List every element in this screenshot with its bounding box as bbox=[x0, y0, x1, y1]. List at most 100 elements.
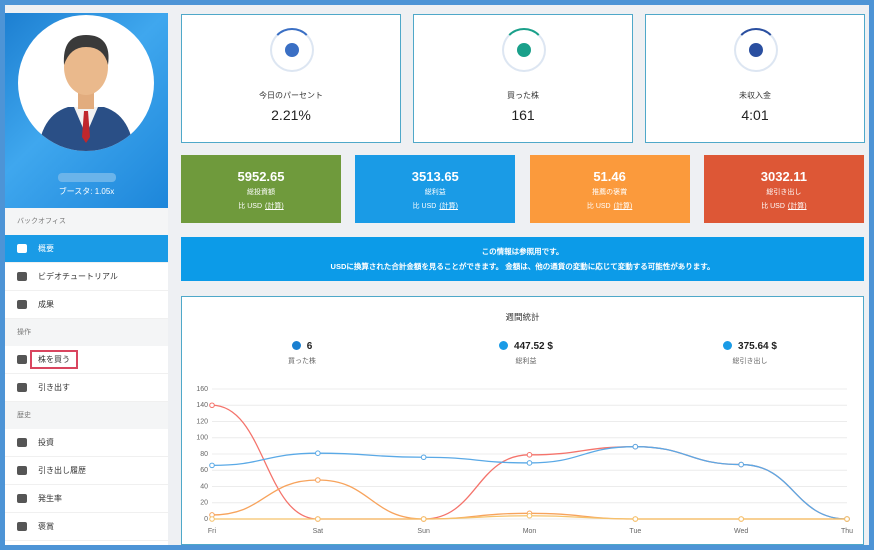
stat-card: 今日のパーセント 2.21% bbox=[181, 14, 401, 143]
stat-icon bbox=[270, 28, 314, 72]
app: ブースタ: 1.05x バックオフィス 概要 ビデオチュートリアル 成果 操作 株を買う引… bbox=[5, 5, 869, 545]
menu-icon bbox=[17, 522, 27, 531]
total-label: 推薦の褒賞 bbox=[592, 189, 628, 196]
total-link[interactable]: (計算) bbox=[787, 203, 807, 210]
menu-item[interactable]: 引き出し履歴 bbox=[5, 457, 168, 485]
menu-icon bbox=[17, 355, 27, 364]
summary-label: 総利益 bbox=[515, 358, 537, 365]
y-tick-label: 120 bbox=[196, 418, 208, 425]
y-tick-label: 40 bbox=[200, 483, 208, 490]
summary: 6 買った株 bbox=[242, 341, 362, 366]
point bbox=[526, 460, 533, 466]
total-card: 3032.11 総引き出し比 USD (計算) bbox=[703, 155, 864, 223]
menu-item[interactable]: 株を買う bbox=[5, 346, 168, 374]
x-tick-label: Wed bbox=[734, 528, 748, 535]
y-tick-label: 80 bbox=[200, 451, 208, 458]
summary-label: 総引き出し bbox=[732, 358, 768, 365]
point bbox=[738, 516, 744, 522]
menu-item[interactable]: 発生率 bbox=[5, 485, 168, 513]
total-link[interactable]: (計算) bbox=[265, 203, 284, 210]
notice-line: USDに換算された合計金額を見ることができます。 金額は、他の通貨の変動に応じて… bbox=[330, 262, 715, 271]
x-tick-label: Thu bbox=[841, 528, 853, 535]
total-card: 5952.65 総投資額比 USD (計算) bbox=[181, 155, 341, 223]
summary-value-row: 375.64 $ bbox=[690, 341, 810, 352]
menu-item[interactable]: 引き出す bbox=[5, 374, 168, 402]
summary-icon bbox=[723, 341, 733, 350]
menu-icon bbox=[17, 244, 27, 253]
total-label: 総利益 bbox=[424, 189, 446, 196]
total-value: 5952.65 bbox=[237, 169, 285, 184]
stat-icon-glyph bbox=[517, 43, 531, 57]
total-value: 3513.65 bbox=[411, 169, 459, 184]
avatar-image bbox=[38, 35, 134, 151]
point bbox=[209, 462, 215, 469]
point bbox=[738, 461, 744, 468]
menu-label: ビデオチュートリアル bbox=[38, 272, 118, 281]
summary: 447.52 $ 総利益 bbox=[466, 341, 586, 366]
menu-item[interactable]: 褒賞 bbox=[5, 513, 168, 541]
summary-value: 375.64 $ bbox=[738, 341, 777, 352]
summary-value: 447.52 $ bbox=[514, 341, 553, 352]
point bbox=[526, 512, 533, 519]
name-bar bbox=[58, 173, 116, 182]
menu-label: 株を買う bbox=[30, 350, 78, 369]
total-note-text: 比 USD bbox=[761, 203, 785, 210]
total-note: 比 USD (計算) bbox=[181, 201, 341, 211]
menu-section: 歴史 bbox=[5, 402, 168, 429]
stat-label: 買った株 bbox=[507, 91, 539, 100]
point bbox=[315, 450, 321, 456]
total-link[interactable]: (計算) bbox=[439, 203, 458, 210]
stat-label: 未収入金 bbox=[739, 91, 771, 100]
total-value: 3032.11 bbox=[760, 169, 808, 184]
x-tick-label: Sun bbox=[417, 528, 430, 535]
profile: ブースタ: 1.05x bbox=[5, 13, 168, 208]
summary: 375.64 $ 総引き出し bbox=[690, 341, 810, 366]
menu-label: 成果 bbox=[38, 300, 54, 309]
menu-icon bbox=[17, 383, 27, 392]
chart: 0 20 40 60 80 100 120 140 160 Fri Sat Sun Mon Tue Wed T… bbox=[196, 386, 853, 535]
avatar bbox=[18, 15, 154, 151]
menu-label: 投資 bbox=[38, 438, 54, 447]
summary-value-row: 447.52 $ bbox=[466, 341, 586, 352]
total-note: 比 USD (計算) bbox=[704, 201, 864, 211]
stat-icon bbox=[502, 28, 546, 72]
total-card: 51.46 推薦の褒賞比 USD (計算) bbox=[529, 155, 690, 223]
stat-value: 161 bbox=[511, 107, 535, 123]
point bbox=[315, 477, 321, 483]
stat-value: 2.21% bbox=[271, 107, 311, 123]
stat-value: 4:01 bbox=[741, 107, 769, 123]
point bbox=[632, 443, 639, 450]
chart-title: 週間統計 bbox=[505, 312, 540, 322]
summary-value-row: 6 bbox=[242, 341, 362, 352]
menu: バックオフィス 概要 ビデオチュートリアル 成果 操作 株を買う 引き出す 歴史 投資 引き出し履… bbox=[5, 208, 168, 541]
stat-icon bbox=[734, 28, 778, 72]
point bbox=[420, 454, 427, 461]
stat-icon-glyph bbox=[285, 43, 299, 57]
summary-icon bbox=[291, 341, 301, 350]
total-note-text: 比 USD bbox=[238, 203, 263, 210]
menu-label: 発生率 bbox=[38, 494, 62, 503]
menu-item[interactable]: 投資 bbox=[5, 429, 168, 457]
menu-icon bbox=[17, 466, 27, 475]
point bbox=[315, 516, 321, 522]
point bbox=[209, 402, 215, 409]
y-tick-label: 140 bbox=[196, 402, 208, 409]
y-tick-label: 160 bbox=[196, 386, 208, 393]
y-tick-label: 100 bbox=[196, 435, 208, 442]
x-tick-label: Mon bbox=[523, 528, 537, 535]
notice-line: この情報は参照用です。 bbox=[481, 247, 564, 256]
point bbox=[844, 516, 850, 522]
menu-item[interactable]: ビデオチュートリアル bbox=[5, 263, 168, 291]
menu-icon bbox=[17, 272, 27, 281]
total-link[interactable]: (計算) bbox=[613, 203, 633, 210]
stat-card: 未収入金 4:01 bbox=[645, 14, 865, 143]
x-tick-label: Fri bbox=[208, 528, 217, 535]
menu-item[interactable]: 概要 bbox=[5, 235, 168, 263]
menu-item[interactable]: 成果 bbox=[5, 291, 168, 319]
menu-label: 褒賞 bbox=[38, 522, 54, 531]
x-tick-label: Sat bbox=[313, 528, 324, 535]
menu-section: バックオフィス bbox=[5, 208, 168, 235]
booster: ブースタ: 1.05x bbox=[58, 187, 115, 196]
menu-icon bbox=[17, 438, 27, 447]
